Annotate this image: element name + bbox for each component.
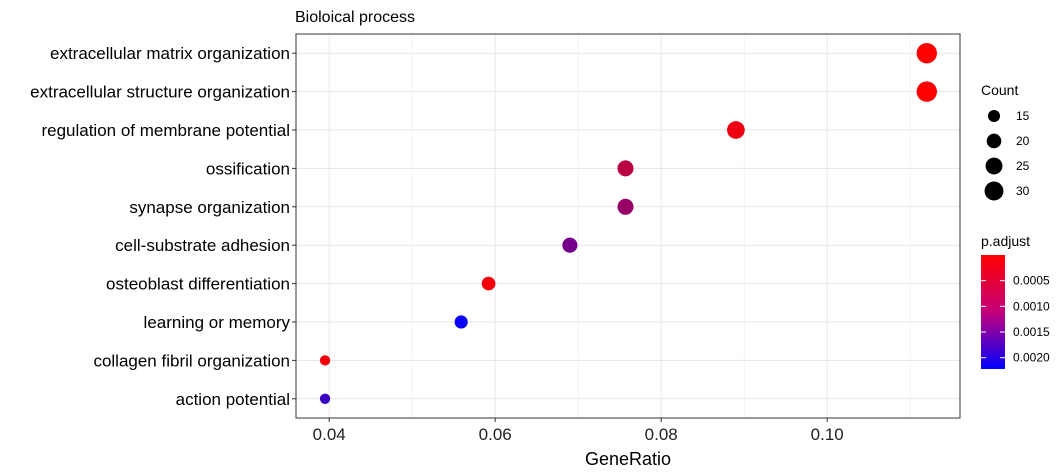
data-point xyxy=(319,393,331,404)
data-point xyxy=(916,42,938,64)
y-axis: extracellular matrix organization extrace… xyxy=(30,44,296,409)
points xyxy=(319,42,938,404)
x-tick-label: 0.08 xyxy=(645,425,678,444)
x-tick-label: 0.04 xyxy=(313,425,346,444)
size-legend-label: 30 xyxy=(1016,184,1030,198)
y-tick-label: ossification xyxy=(206,159,290,178)
color-legend: p.adjust 0.0005 0.0010 0.0015 0.0020 xyxy=(981,233,1050,369)
data-point xyxy=(319,355,331,366)
color-legend-label: 0.0010 xyxy=(1013,299,1050,313)
size-legend-title: Count xyxy=(981,82,1018,98)
y-tick-label: cell-substrate adhesion xyxy=(115,236,290,255)
y-tick-label: osteoblast differentiation xyxy=(106,275,290,294)
size-legend-key xyxy=(986,133,1002,149)
panel-background xyxy=(296,34,960,418)
color-legend-label: 0.0015 xyxy=(1013,325,1050,339)
y-tick-label: synapse organization xyxy=(129,198,290,217)
y-tick-label: learning or memory xyxy=(144,313,291,332)
y-tick-label: action potential xyxy=(176,390,290,409)
y-tick-label: collagen fibril organization xyxy=(93,351,290,370)
data-point xyxy=(727,121,745,139)
size-legend-label: 15 xyxy=(1016,109,1030,123)
size-legend-key xyxy=(987,109,1001,123)
plot-title: Bioloical process xyxy=(295,9,415,26)
plot-area xyxy=(295,33,961,419)
size-legend-label: 25 xyxy=(1016,159,1030,173)
grid-major xyxy=(296,34,960,418)
color-legend-label: 0.0005 xyxy=(1013,274,1050,288)
size-legend-label: 20 xyxy=(1016,134,1030,148)
x-axis: 0.04 0.06 0.08 0.10 xyxy=(313,418,844,444)
size-legend-key xyxy=(984,181,1004,201)
panel-border xyxy=(295,33,961,419)
color-bar xyxy=(981,255,1005,369)
data-point xyxy=(562,237,578,253)
color-legend-title: p.adjust xyxy=(981,233,1030,249)
data-point xyxy=(481,276,496,291)
data-point xyxy=(454,315,468,329)
y-tick-label: regulation of membrane potential xyxy=(41,121,290,140)
x-tick-label: 0.10 xyxy=(811,425,844,444)
size-legend: Count 15 20 25 30 xyxy=(981,82,1030,201)
size-legend-key xyxy=(985,157,1003,175)
y-tick-label: extracellular matrix organization xyxy=(50,44,290,63)
y-tick-label: extracellular structure organization xyxy=(30,83,290,102)
x-axis-title: GeneRatio xyxy=(585,449,671,469)
x-tick-label: 0.06 xyxy=(479,425,512,444)
grid-minor xyxy=(411,34,911,418)
data-point xyxy=(617,160,634,177)
data-point xyxy=(617,198,634,215)
data-point xyxy=(916,81,938,102)
color-legend-label: 0.0020 xyxy=(1013,351,1050,365)
